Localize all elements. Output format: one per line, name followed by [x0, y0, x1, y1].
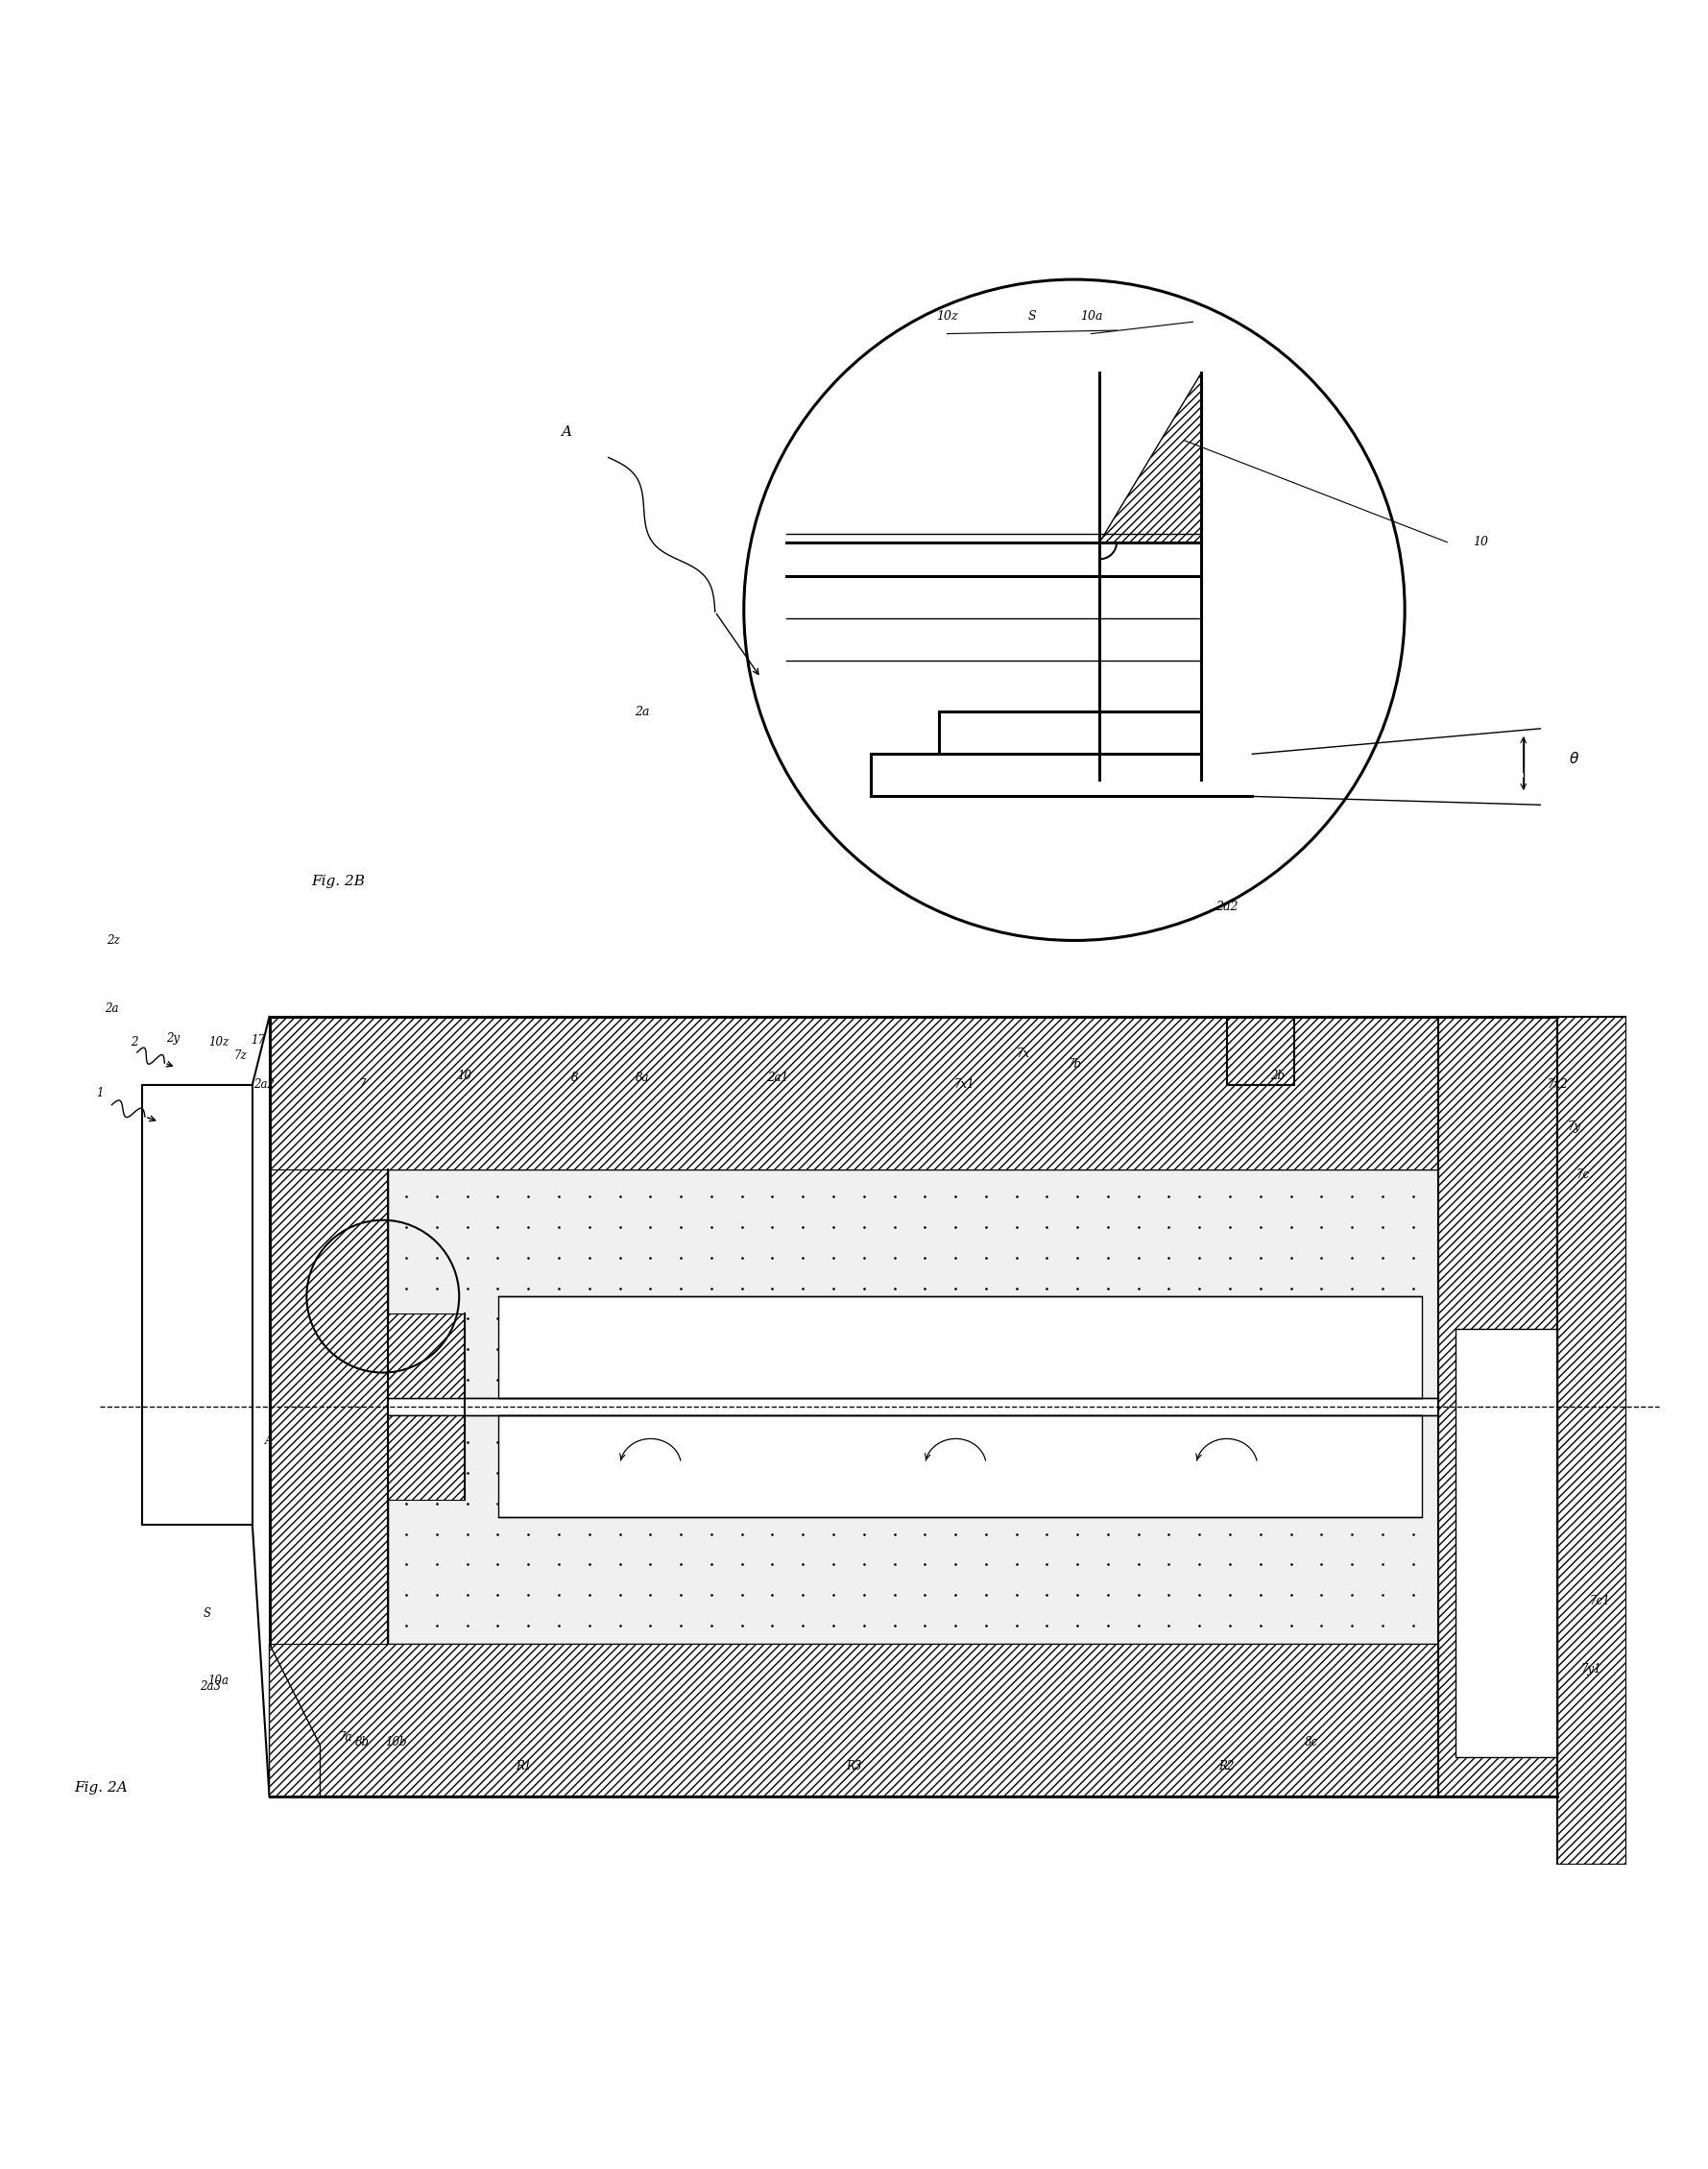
Polygon shape [1100, 373, 1201, 542]
Text: 8: 8 [570, 1071, 577, 1084]
Text: 10z: 10z [936, 310, 958, 323]
Bar [1558, 1017, 1624, 1863]
Text: 7y: 7y [1568, 1121, 1582, 1132]
Text: 10: 10 [1474, 536, 1489, 549]
Text: R2: R2 [1220, 1759, 1235, 1772]
Text: 2a: 2a [104, 1002, 118, 1015]
Text: 1: 1 [96, 1087, 104, 1100]
Text: 8c: 8c [1305, 1735, 1319, 1748]
Bar [1438, 1017, 1566, 1796]
Text: 17: 17 [251, 1035, 265, 1048]
Text: 2a2: 2a2 [254, 1078, 275, 1091]
Text: 10b: 10b [386, 1735, 407, 1748]
Bar [270, 1169, 388, 1644]
Bar [388, 1414, 1438, 1644]
Text: A: A [265, 1434, 273, 1447]
Text: A: A [560, 425, 570, 438]
Bar [388, 1169, 1438, 1399]
Text: 2a3: 2a3 [200, 1681, 220, 1692]
Text: $\theta$: $\theta$ [1570, 750, 1580, 766]
Text: 8b: 8b [355, 1735, 369, 1748]
Text: 2: 2 [130, 1037, 137, 1048]
Text: 7x2: 7x2 [1547, 1078, 1568, 1091]
Bar [1558, 1017, 1624, 1863]
Bar [499, 1297, 1421, 1399]
Text: R3: R3 [845, 1759, 863, 1772]
Text: 10z: 10z [208, 1037, 229, 1048]
Bar [388, 1312, 465, 1399]
Text: 7: 7 [359, 1078, 366, 1091]
Text: 2z: 2z [108, 935, 120, 946]
Text: 2a2: 2a2 [1216, 900, 1238, 913]
Bar [142, 1084, 253, 1525]
Text: 7y1: 7y1 [1582, 1664, 1602, 1674]
Text: 10a: 10a [1079, 310, 1103, 323]
Bar [1455, 1330, 1558, 1757]
Bar [499, 1414, 1421, 1516]
Text: 7x: 7x [1016, 1048, 1030, 1061]
Text: 7z: 7z [234, 1050, 248, 1063]
Polygon shape [270, 1644, 319, 1796]
Text: 7b: 7b [1068, 1058, 1081, 1071]
Text: 7c: 7c [1576, 1169, 1590, 1180]
Text: Fig. 2A: Fig. 2A [75, 1781, 128, 1794]
Text: R1: R1 [516, 1759, 531, 1772]
Text: 2a1: 2a1 [767, 1071, 789, 1084]
Bar [388, 1414, 465, 1499]
Text: 7c1: 7c1 [1588, 1594, 1611, 1607]
Text: 8a: 8a [635, 1071, 649, 1084]
Text: Fig. 2B: Fig. 2B [311, 874, 366, 887]
Bar [270, 1017, 1438, 1169]
Text: 7x1: 7x1 [953, 1078, 975, 1091]
Text: 2b: 2b [1271, 1069, 1284, 1082]
Text: 2a: 2a [635, 705, 649, 718]
Text: 2y: 2y [166, 1032, 179, 1045]
Bar [270, 1644, 1438, 1796]
Text: 10: 10 [458, 1069, 471, 1082]
Text: 10a: 10a [208, 1674, 229, 1687]
Text: 7a: 7a [338, 1731, 352, 1744]
Text: S: S [203, 1607, 210, 1620]
Text: S: S [1028, 310, 1037, 323]
